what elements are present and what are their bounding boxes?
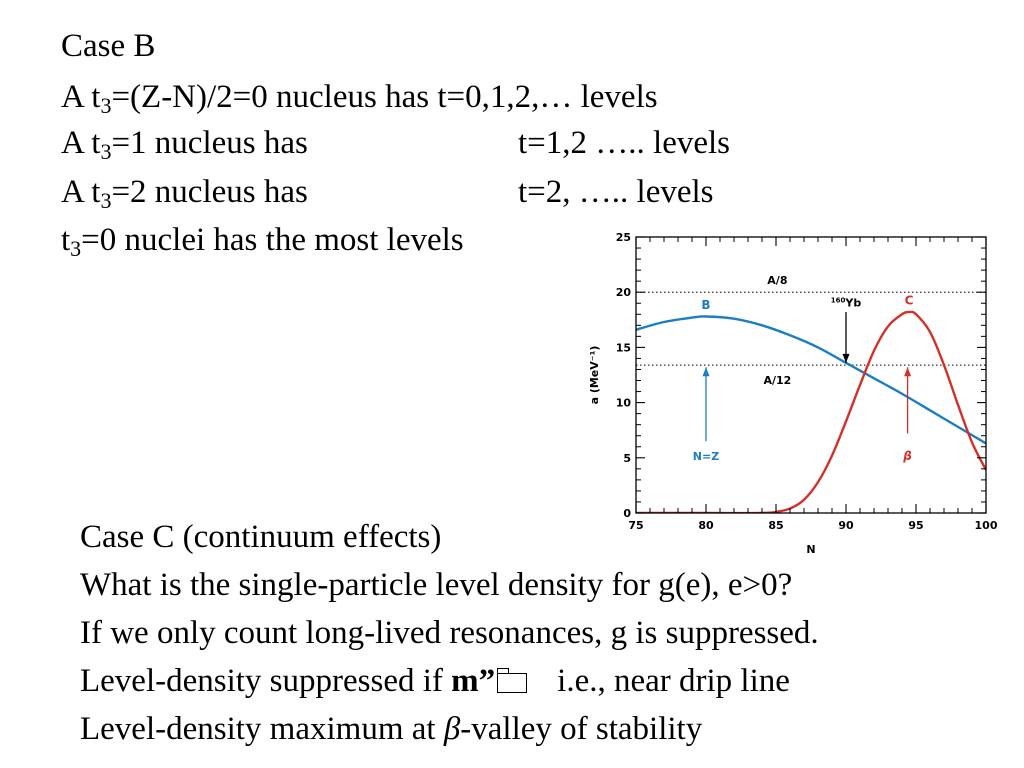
- case-b-line-1: A t3=(Z-N)/2=0 nucleus has t=0,1,2,… lev…: [61, 79, 658, 118]
- case-b-heading: Case B: [61, 28, 156, 64]
- x-axis-label: N: [806, 543, 815, 556]
- y-tick-label-15: 15: [616, 341, 631, 354]
- case-c-line-2: If we only count long-lived resonances, …: [80, 615, 819, 651]
- plot-frame: [635, 236, 987, 514]
- reference-line-label-0: A/8: [767, 274, 787, 287]
- nz-arrow-head: [702, 367, 710, 377]
- x-tick-label-85: 85: [768, 519, 783, 532]
- y-tick-label-0: 0: [623, 507, 631, 520]
- series-B-label: B: [701, 298, 710, 312]
- case-b-line-2: A t3=1 nucleus has t=1,2 ….. levels: [61, 125, 731, 164]
- nz-annotation: N=Z: [693, 450, 719, 463]
- series-B-line: [636, 315, 986, 445]
- folder-icon: [496, 668, 528, 693]
- level-density-chart: A/8 A/12 B C N=Z β 160Yb 75 80 85 90 95 100 0 5 10 15 2…: [588, 231, 998, 556]
- case-c-heading: Case C (continuum effects): [80, 519, 442, 555]
- annotations-layer: B C N=Z β 160Yb: [693, 293, 914, 463]
- yb-arrow-head: [842, 353, 850, 363]
- x-tick-label-90: 90: [838, 519, 854, 532]
- y-tick-label-5: 5: [623, 452, 631, 465]
- case-b-line-3: A t3=2 nucleus has t=2, ….. levels: [61, 174, 714, 213]
- y-axis-label: a (MeV⁻¹): [588, 346, 601, 405]
- reference-lines: A/8 A/12: [636, 274, 986, 387]
- beta-arrow-head: [904, 367, 912, 377]
- beta-annotation: β: [902, 449, 912, 463]
- case-c-line-4: Level-density maximum at β-valley of sta…: [80, 711, 703, 747]
- yb-symbol: Yb: [844, 297, 861, 310]
- reference-line-label-1: A/12: [763, 374, 791, 387]
- case-b-line-4: t3=0 nuclei has the most levels: [61, 222, 464, 261]
- case-c-line-1: What is the single-particle level densit…: [80, 567, 793, 603]
- series-C-label: C: [905, 293, 914, 307]
- case-c-line-3: Level-density suppressed if m” i.e., near…: [80, 663, 790, 699]
- ticks-layer: 75 80 85 90 95 100 0 5 10 15 20 25: [616, 231, 998, 532]
- x-tick-label-80: 80: [698, 519, 714, 532]
- y-tick-label-25: 25: [616, 231, 631, 244]
- x-tick-label-100: 100: [975, 519, 998, 532]
- y-tick-label-20: 20: [616, 286, 632, 299]
- x-tick-label-95: 95: [908, 519, 923, 532]
- yb-mass-number: 160: [831, 297, 846, 305]
- case-b-line-2-levels: t=1,2 ….. levels: [518, 125, 731, 161]
- y-tick-label-10: 10: [616, 397, 632, 410]
- series-layer: [636, 310, 986, 513]
- case-b-line-3-levels: t=2, ….. levels: [518, 174, 714, 210]
- drip-line-symbol: m”: [451, 663, 496, 699]
- x-tick-label-75: 75: [628, 519, 643, 532]
- beta-symbol: β: [443, 711, 461, 747]
- yb-annotation: 160Yb: [831, 297, 862, 310]
